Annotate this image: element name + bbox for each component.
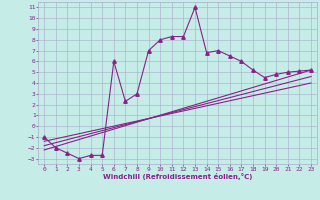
X-axis label: Windchill (Refroidissement éolien,°C): Windchill (Refroidissement éolien,°C) — [103, 173, 252, 180]
